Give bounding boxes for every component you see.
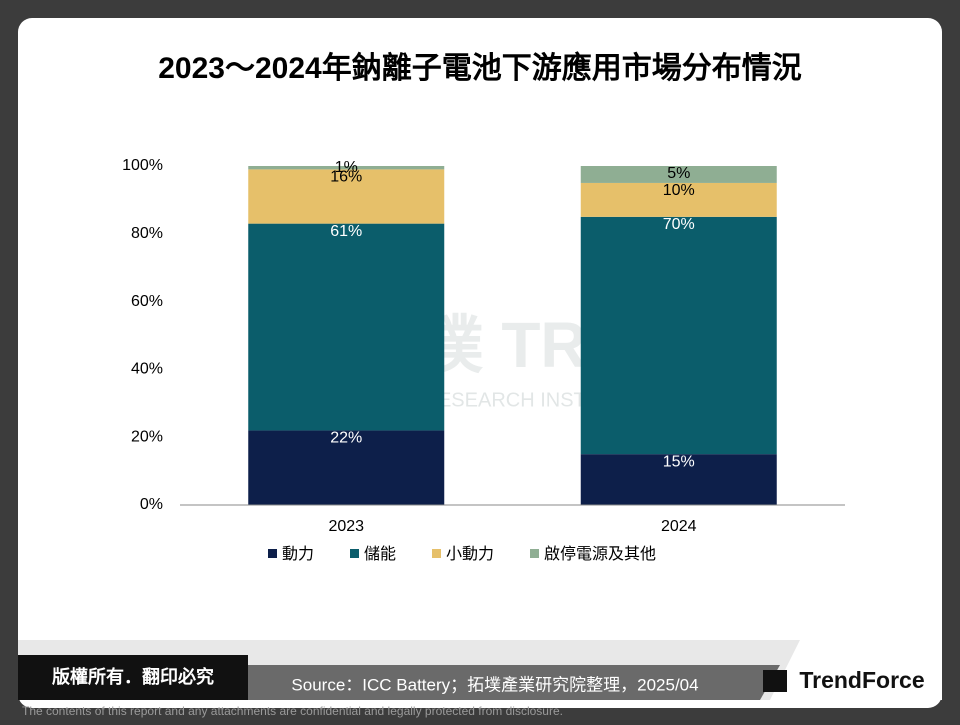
- x-tick-label: 2024: [661, 518, 697, 535]
- y-tick-label: 80%: [131, 225, 163, 242]
- legend-swatch: [432, 549, 441, 558]
- value-label: 10%: [663, 182, 695, 199]
- y-tick-label: 100%: [122, 157, 163, 174]
- y-tick-label: 40%: [131, 361, 163, 378]
- disclaimer: The contents of this report and any atta…: [22, 704, 563, 718]
- legend-swatch: [350, 549, 359, 558]
- bar-segment: [248, 169, 445, 224]
- value-label: 16%: [330, 169, 362, 186]
- legend-label: 儲能: [364, 545, 396, 563]
- bar-segment: [248, 430, 445, 505]
- copyright: 版權所有．翻印必究: [52, 666, 214, 687]
- value-label: 1%: [335, 159, 358, 176]
- legend-swatch: [530, 549, 539, 558]
- bar-segment: [580, 454, 777, 505]
- legend-label: 小動力: [446, 545, 494, 563]
- bar-segment: [248, 223, 445, 431]
- bar-segment: [580, 216, 777, 455]
- value-label: 70%: [663, 216, 695, 233]
- logo-icon: [763, 670, 787, 692]
- copyright-box: [18, 655, 248, 700]
- y-tick-label: 20%: [131, 428, 163, 445]
- legend-swatch: [268, 549, 277, 558]
- legend-label: 動力: [282, 545, 314, 563]
- value-label: 61%: [330, 223, 362, 240]
- legend-label: 啟停電源及其他: [544, 545, 656, 563]
- y-tick-label: 60%: [131, 293, 163, 310]
- logo-band: [770, 640, 942, 700]
- x-tick-label: 2023: [328, 518, 364, 535]
- source-band: [248, 665, 780, 700]
- bar-segment: [580, 182, 777, 217]
- chart-title: 2023～2024年鈉離子電池下游應用市場分布情況: [158, 51, 801, 85]
- y-tick-label: 0%: [140, 496, 163, 513]
- bar-segment: [580, 166, 777, 183]
- bar-segment: [248, 166, 445, 170]
- value-label: 5%: [667, 165, 690, 182]
- value-label: 15%: [663, 453, 695, 470]
- value-label: 22%: [330, 430, 362, 447]
- brand: TrendForce: [799, 667, 924, 693]
- source: Source：ICC Battery；拓墣產業研究院整理，2025/04: [291, 675, 698, 694]
